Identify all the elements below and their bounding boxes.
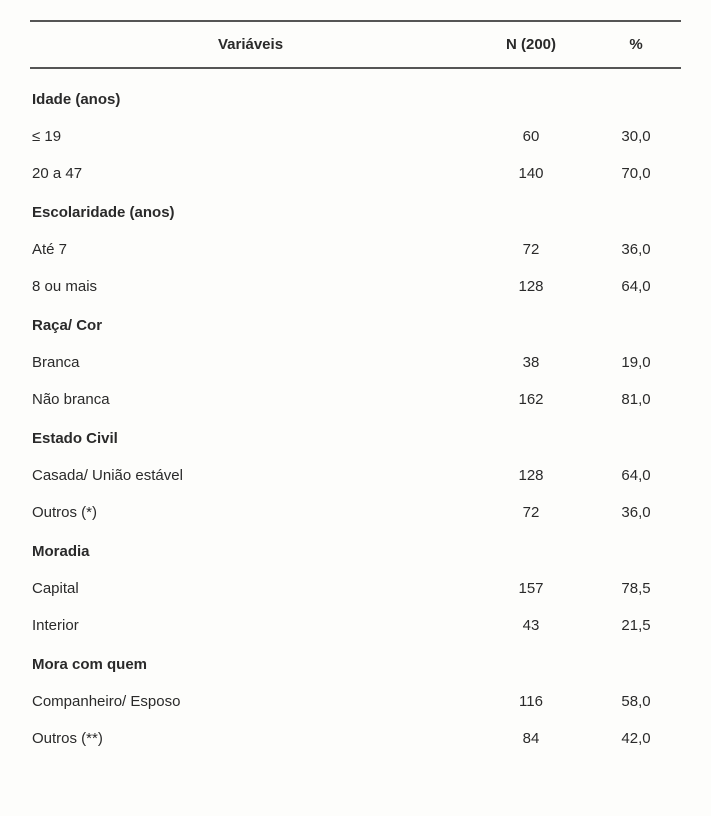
row-percent: 19,0 [591, 354, 681, 371]
section-title: Mora com quem [30, 644, 681, 683]
table-row: Outros (**)8442,0 [30, 720, 681, 757]
row-percent: 70,0 [591, 165, 681, 182]
row-label: Não branca [30, 391, 471, 408]
section-title: Raça/ Cor [30, 305, 681, 344]
section-title: Escolaridade (anos) [30, 192, 681, 231]
variables-table: Variáveis N (200) % Idade (anos)≤ 196030… [30, 20, 681, 757]
row-n: 128 [471, 278, 591, 295]
row-label: Até 7 [30, 241, 471, 258]
table-row: Companheiro/ Esposo11658,0 [30, 683, 681, 720]
table-row: 8 ou mais12864,0 [30, 268, 681, 305]
row-label: Branca [30, 354, 471, 371]
row-label: Interior [30, 617, 471, 634]
header-variables: Variáveis [30, 36, 471, 53]
table-row: Branca3819,0 [30, 344, 681, 381]
row-n: 38 [471, 354, 591, 371]
table-body: Idade (anos)≤ 196030,020 a 4714070,0Esco… [30, 69, 681, 757]
table-row: Não branca16281,0 [30, 381, 681, 418]
row-n: 157 [471, 580, 591, 597]
row-percent: 30,0 [591, 128, 681, 145]
section-title: Idade (anos) [30, 79, 681, 118]
table-row: Até 77236,0 [30, 231, 681, 268]
row-percent: 64,0 [591, 278, 681, 295]
table-row: ≤ 196030,0 [30, 118, 681, 155]
row-label: Capital [30, 580, 471, 597]
row-label: 8 ou mais [30, 278, 471, 295]
row-percent: 21,5 [591, 617, 681, 634]
row-label: ≤ 19 [30, 128, 471, 145]
row-n: 60 [471, 128, 591, 145]
row-label: Companheiro/ Esposo [30, 693, 471, 710]
row-n: 72 [471, 241, 591, 258]
header-n: N (200) [471, 36, 591, 53]
table-header-row: Variáveis N (200) % [30, 20, 681, 69]
header-percent: % [591, 36, 681, 53]
row-percent: 42,0 [591, 730, 681, 747]
row-percent: 36,0 [591, 504, 681, 521]
row-n: 140 [471, 165, 591, 182]
table-row: Casada/ União estável12864,0 [30, 457, 681, 494]
row-percent: 81,0 [591, 391, 681, 408]
section-title: Estado Civil [30, 418, 681, 457]
row-percent: 78,5 [591, 580, 681, 597]
row-percent: 58,0 [591, 693, 681, 710]
table-row: 20 a 4714070,0 [30, 155, 681, 192]
section-title: Moradia [30, 531, 681, 570]
row-n: 116 [471, 693, 591, 710]
row-label: Outros (**) [30, 730, 471, 747]
row-label: Casada/ União estável [30, 467, 471, 484]
row-label: Outros (*) [30, 504, 471, 521]
row-n: 128 [471, 467, 591, 484]
row-n: 72 [471, 504, 591, 521]
row-n: 162 [471, 391, 591, 408]
table-row: Capital15778,5 [30, 570, 681, 607]
row-percent: 64,0 [591, 467, 681, 484]
table-row: Outros (*)7236,0 [30, 494, 681, 531]
row-label: 20 a 47 [30, 165, 471, 182]
row-n: 84 [471, 730, 591, 747]
table-row: Interior4321,5 [30, 607, 681, 644]
row-n: 43 [471, 617, 591, 634]
row-percent: 36,0 [591, 241, 681, 258]
